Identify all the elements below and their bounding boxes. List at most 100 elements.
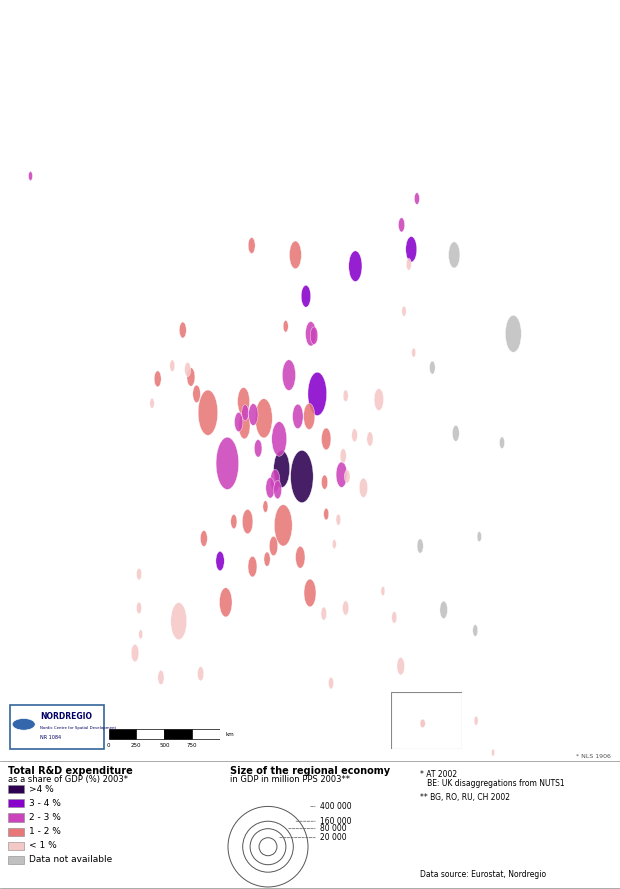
Circle shape [402, 306, 406, 316]
Circle shape [472, 625, 478, 637]
Text: 80 000: 80 000 [320, 824, 347, 833]
Circle shape [198, 390, 218, 436]
Circle shape [179, 322, 186, 338]
Circle shape [406, 259, 411, 270]
Text: 1 - 2 %: 1 - 2 % [29, 827, 61, 836]
Text: 750: 750 [187, 743, 197, 749]
Circle shape [321, 607, 327, 621]
Bar [8, 813, 24, 821]
Circle shape [185, 363, 191, 377]
Circle shape [293, 404, 303, 428]
Circle shape [332, 540, 336, 549]
Circle shape [417, 539, 423, 553]
Circle shape [282, 360, 296, 390]
Text: 250: 250 [131, 743, 141, 749]
Circle shape [263, 501, 268, 512]
Circle shape [248, 237, 255, 253]
Circle shape [187, 368, 195, 386]
Circle shape [440, 601, 448, 619]
Circle shape [198, 667, 204, 681]
Circle shape [367, 432, 373, 446]
Circle shape [29, 172, 32, 180]
Circle shape [304, 404, 315, 429]
Text: ** BG, RO, RU, CH 2002: ** BG, RO, RU, CH 2002 [420, 793, 510, 803]
Text: km: km [226, 732, 234, 737]
Circle shape [237, 388, 249, 415]
Circle shape [340, 449, 347, 463]
Circle shape [336, 514, 341, 525]
Bar [136, 729, 164, 739]
Circle shape [12, 718, 35, 730]
Text: 3 - 4 %: 3 - 4 % [29, 799, 61, 808]
Circle shape [477, 532, 482, 541]
Circle shape [242, 404, 249, 420]
Circle shape [430, 361, 435, 374]
Text: 20 000: 20 000 [320, 833, 347, 842]
Circle shape [345, 470, 350, 483]
Circle shape [269, 536, 278, 556]
Circle shape [301, 285, 311, 308]
Circle shape [374, 388, 384, 411]
Circle shape [136, 568, 141, 580]
Text: 0: 0 [107, 743, 110, 749]
Circle shape [231, 515, 237, 529]
Bar [391, 692, 462, 749]
Text: in GDP in million PPS 2003**: in GDP in million PPS 2003** [230, 775, 350, 784]
Circle shape [216, 437, 239, 490]
Circle shape [254, 439, 262, 457]
Circle shape [154, 371, 161, 387]
Bar [8, 799, 24, 807]
Circle shape [359, 478, 368, 498]
Circle shape [453, 425, 459, 441]
Circle shape [392, 612, 397, 623]
Circle shape [234, 412, 243, 432]
Circle shape [131, 645, 139, 661]
Circle shape [272, 421, 286, 456]
Circle shape [306, 322, 316, 346]
Text: Data not available: Data not available [29, 855, 112, 864]
Circle shape [304, 579, 316, 607]
Text: 400 000: 400 000 [320, 802, 352, 811]
Circle shape [275, 505, 292, 546]
Text: * AT 2002: * AT 2002 [420, 770, 457, 779]
Circle shape [255, 398, 272, 438]
Circle shape [249, 404, 258, 426]
Text: 160 000: 160 000 [320, 817, 352, 826]
Circle shape [158, 670, 164, 685]
Circle shape [322, 475, 327, 489]
Bar [8, 785, 24, 793]
Bar [192, 729, 220, 739]
Circle shape [329, 677, 334, 689]
Text: Nordic Centre for Spatial Development: Nordic Centre for Spatial Development [40, 725, 116, 730]
Bar [164, 729, 192, 739]
Circle shape [193, 385, 200, 403]
Circle shape [200, 531, 207, 547]
Circle shape [266, 477, 275, 498]
Text: BE: UK disaggregations from NUTS1: BE: UK disaggregations from NUTS1 [420, 780, 565, 789]
Circle shape [420, 719, 425, 728]
Circle shape [239, 412, 250, 439]
Circle shape [500, 436, 505, 449]
Circle shape [139, 629, 143, 639]
Text: >4 %: >4 % [29, 785, 54, 794]
Bar [8, 842, 24, 850]
Bar [8, 828, 24, 836]
Text: Total R&D expenditure: Total R&D expenditure [8, 766, 133, 776]
Text: NORDREGIO: NORDREGIO [40, 711, 92, 720]
Circle shape [343, 601, 348, 615]
Text: * NLS 1906: * NLS 1906 [576, 754, 611, 758]
Circle shape [150, 398, 154, 408]
Text: Size of the regional economy: Size of the regional economy [230, 766, 390, 776]
Circle shape [343, 390, 348, 402]
Text: as a share of GDP (%) 2003*: as a share of GDP (%) 2003* [8, 775, 128, 784]
Bar [108, 729, 136, 739]
Circle shape [136, 602, 141, 613]
Circle shape [310, 327, 318, 344]
Circle shape [242, 509, 253, 533]
Circle shape [170, 360, 175, 372]
Circle shape [381, 587, 385, 596]
Circle shape [505, 316, 521, 352]
Text: 2 - 3 %: 2 - 3 % [29, 813, 61, 822]
Circle shape [308, 372, 327, 415]
Circle shape [219, 588, 232, 617]
